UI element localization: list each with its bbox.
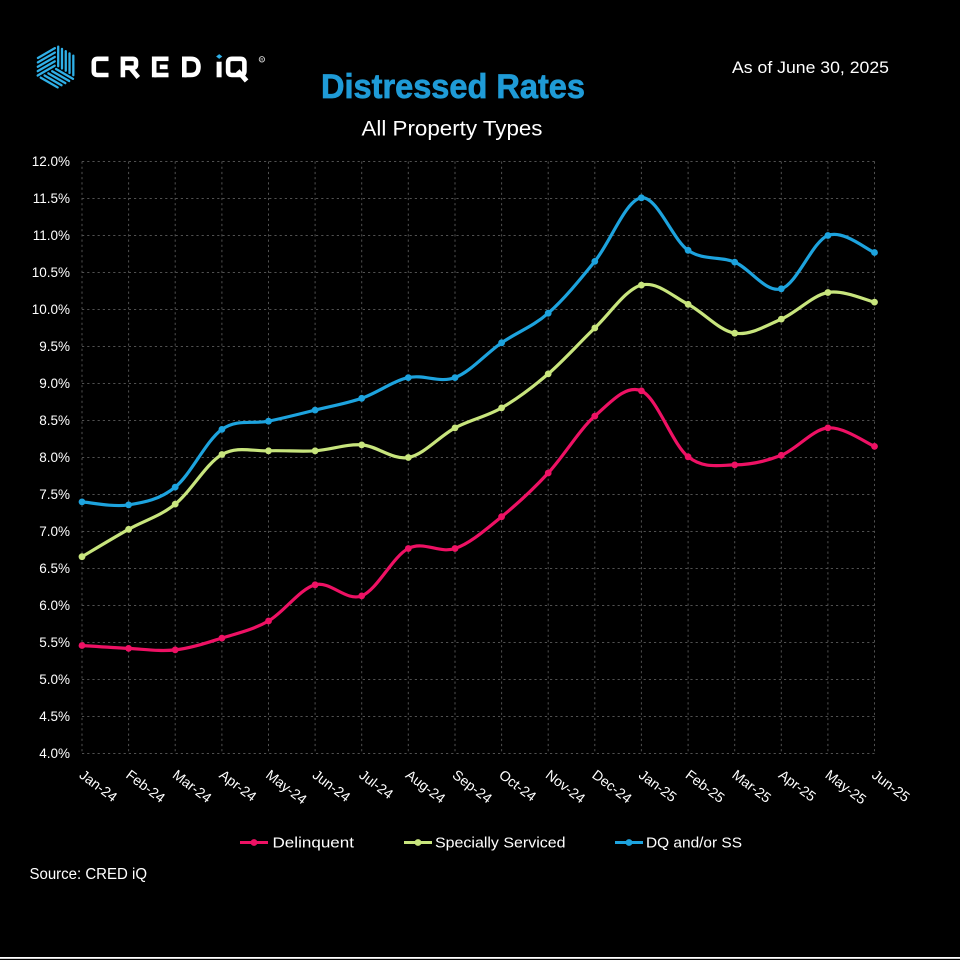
svg-text:11.5%: 11.5% <box>33 191 70 206</box>
svg-text:Distressed Rates: Distressed Rates <box>321 68 585 106</box>
svg-text:4.5%: 4.5% <box>39 709 70 724</box>
svg-text:4.0%: 4.0% <box>39 746 70 761</box>
svg-text:7.0%: 7.0% <box>39 524 70 539</box>
svg-text:Delinquent: Delinquent <box>273 835 355 852</box>
svg-text:10.0%: 10.0% <box>32 302 70 317</box>
svg-text:7.5%: 7.5% <box>39 487 70 502</box>
svg-text:8.5%: 8.5% <box>39 413 70 428</box>
svg-text:12.0%: 12.0% <box>32 154 70 169</box>
svg-text:6.5%: 6.5% <box>39 561 70 576</box>
svg-text:5.5%: 5.5% <box>39 635 70 650</box>
svg-text:R: R <box>260 57 263 62</box>
svg-text:9.5%: 9.5% <box>39 339 70 354</box>
svg-text:5.0%: 5.0% <box>39 672 70 687</box>
svg-text:8.0%: 8.0% <box>39 450 70 465</box>
svg-text:Specially Serviced: Specially Serviced <box>435 835 566 852</box>
svg-text:All Property Types: All Property Types <box>362 117 543 141</box>
svg-text:10.5%: 10.5% <box>32 265 70 280</box>
svg-text:9.0%: 9.0% <box>39 376 70 391</box>
svg-text:Source: CRED iQ: Source: CRED iQ <box>30 866 148 883</box>
svg-text:As of June 30, 2025: As of June 30, 2025 <box>732 58 889 77</box>
svg-text:6.0%: 6.0% <box>39 598 70 613</box>
svg-text:11.0%: 11.0% <box>33 228 70 243</box>
svg-text:DQ and/or SS: DQ and/or SS <box>646 835 742 852</box>
